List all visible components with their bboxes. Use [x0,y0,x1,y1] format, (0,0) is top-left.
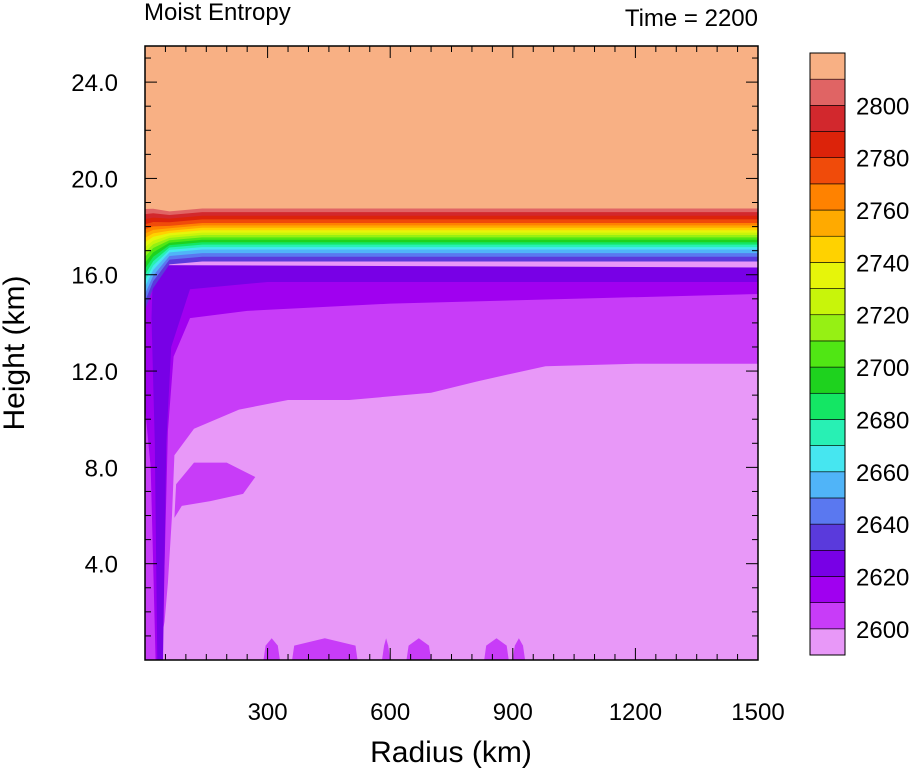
contour-band-top [145,46,758,208]
colorbar-swatch [809,209,846,237]
x-tick-label: 1500 [731,699,784,726]
colorbar-label: 2600 [856,617,909,644]
y-tick-label: 24.0 [71,70,118,97]
x-tick-labels: 300 600 900 1200 1500 [248,699,785,726]
colorbar-label: 2680 [856,407,909,434]
plot-frame [144,45,759,661]
colorbar-label: 2800 [856,93,909,120]
colorbar-swatch [809,419,846,446]
colorbar-label: 2780 [856,146,909,173]
colorbar-swatch [809,392,846,420]
chart-title-left: Moist Entropy [144,0,291,26]
colorbar-swatch [809,183,846,211]
colorbar-swatch [809,550,846,577]
x-tick-label: 1200 [609,699,662,726]
x-axis-label: Radius (km) [370,736,532,769]
x-tick-label: 900 [493,699,533,726]
colorbar-label: 2640 [856,512,909,539]
colorbar-swatch [809,52,846,80]
colorbar-swatch [809,157,846,185]
colorbar-swatch [809,497,846,525]
colorbar-swatch [809,471,846,499]
colorbar-swatch [809,576,846,603]
axis-ticks [145,46,759,660]
contour-surface-blob [382,638,391,660]
y-tick-labels: 4.0 8.0 12.0 16.0 20.0 24.0 [71,70,118,579]
colorbar-label: 2740 [856,250,909,277]
colorbar-swatch [809,314,846,342]
x-tick-label: 600 [370,699,410,726]
colorbar-swatch [809,78,846,106]
y-tick-label: 12.0 [71,359,118,386]
y-tick-label: 20.0 [71,166,118,193]
contour-surface-blob [484,638,509,660]
colorbar [809,52,846,656]
contour-band-2610 [145,289,758,660]
y-tick-label: 4.0 [85,552,118,579]
colorbar-swatch [809,602,846,630]
colorbar-swatch [809,262,846,289]
colorbar-swatch [809,340,846,368]
colorbar-labels: 2600 2620 2640 2660 2680 2700 2720 2740 2760 2780… [856,93,909,643]
colorbar-swatch [809,288,846,316]
colorbar-swatch [809,366,846,394]
colorbar-swatch [809,235,846,263]
contour-blob-2610 [174,462,256,518]
x-tick-label: 300 [248,699,288,726]
chart-title-right: Time = 2200 [625,5,758,32]
y-tick-label: 16.0 [71,263,118,290]
colorbar-swatch [809,445,846,473]
colorbar-swatch [809,523,846,551]
colorbar-label: 2620 [856,564,909,591]
colorbar-label: 2720 [856,303,909,330]
colorbar-label: 2760 [856,198,909,225]
contour-surface-blob [406,638,432,660]
colorbar-swatch [809,628,846,656]
contour-surface-blob [512,638,526,660]
colorbar-frame [809,52,846,656]
y-axis-label: Height (km) [0,275,31,430]
contour-band-2620 [145,269,758,660]
colorbar-swatch [809,105,846,132]
y-tick-label: 8.0 [85,455,118,482]
colorbar-label: 2700 [856,355,909,382]
colorbar-label: 2660 [856,460,909,487]
contour-field [145,46,758,660]
colorbar-swatch [809,131,846,158]
